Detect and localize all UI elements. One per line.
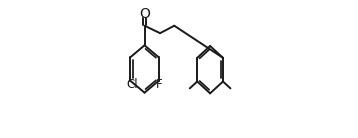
Text: Cl: Cl — [126, 78, 138, 91]
Text: O: O — [139, 7, 150, 21]
Text: F: F — [156, 78, 163, 91]
